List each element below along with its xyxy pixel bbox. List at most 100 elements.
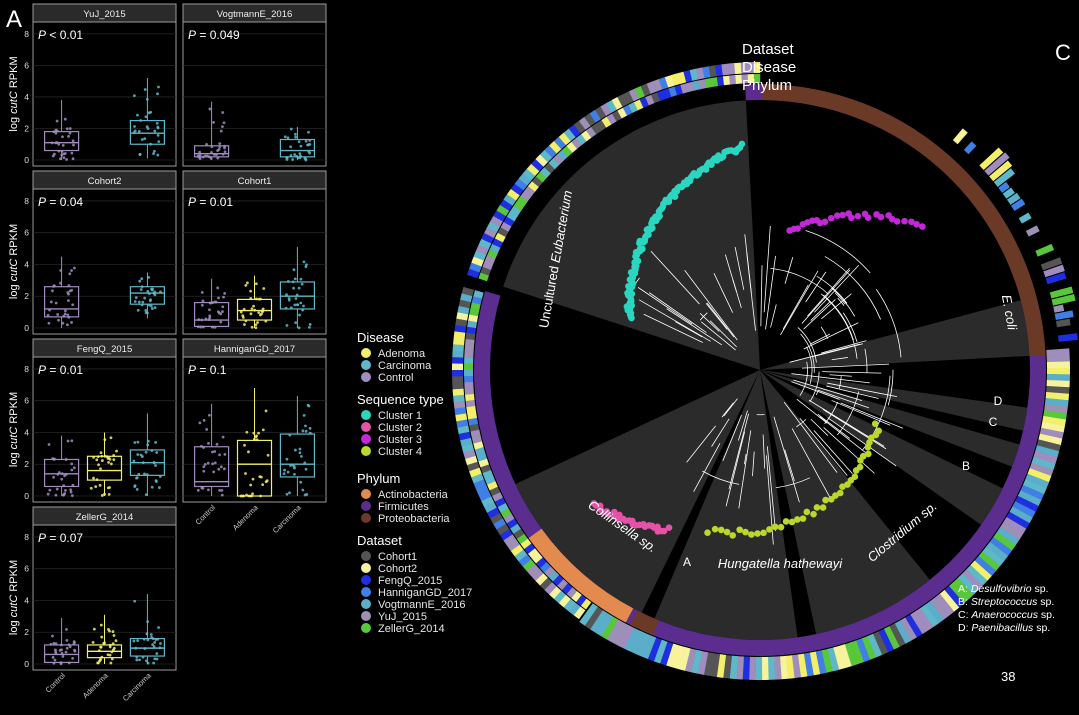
tip-dot — [901, 218, 908, 225]
data-point — [300, 455, 303, 458]
data-point — [221, 111, 224, 114]
data-point — [245, 431, 248, 434]
y-tick-label: 6 — [24, 396, 29, 406]
data-point — [305, 468, 308, 471]
tip-dot — [804, 509, 811, 516]
y-axis-label: log cutC RPKM — [8, 560, 20, 635]
data-point — [307, 131, 310, 134]
data-point — [150, 305, 153, 308]
tip-dot — [736, 526, 743, 533]
outer-bar — [1053, 305, 1064, 313]
tip-dot — [800, 515, 807, 522]
tip-dot — [712, 526, 719, 533]
data-point — [109, 654, 112, 657]
data-point — [155, 652, 158, 655]
data-point — [254, 323, 257, 326]
page-number: 38 — [1001, 669, 1015, 684]
data-point — [135, 296, 138, 299]
data-point — [93, 628, 96, 631]
data-point — [293, 467, 296, 470]
data-point — [299, 451, 302, 454]
data-point — [133, 125, 136, 128]
clade-label-hungatella: Hungatella hathewayi — [718, 556, 843, 571]
footnote: B: Streptococcus sp. — [958, 596, 1054, 608]
data-point — [65, 628, 68, 631]
panel-title: FengQ_2015 — [77, 344, 132, 355]
y-tick-label: 2 — [24, 291, 29, 301]
data-point — [55, 302, 58, 305]
branch — [814, 265, 858, 312]
data-point — [246, 282, 249, 285]
data-point — [108, 630, 111, 633]
data-point — [298, 314, 301, 317]
legend-label: Cohort2 — [378, 563, 417, 575]
data-point — [157, 140, 160, 143]
legend-swatch — [361, 348, 371, 358]
data-point — [308, 405, 311, 408]
ring-segment — [452, 370, 463, 377]
ring-segment — [729, 75, 736, 85]
data-point — [145, 311, 148, 314]
data-point — [66, 323, 69, 326]
data-point — [65, 639, 68, 642]
ring-segment — [453, 388, 464, 395]
data-point — [208, 414, 211, 417]
data-point — [137, 309, 140, 312]
data-point — [244, 472, 247, 475]
data-point — [73, 650, 76, 653]
data-point — [54, 659, 57, 662]
data-point — [204, 463, 207, 466]
data-point — [95, 458, 98, 461]
data-point — [52, 656, 55, 659]
data-point — [298, 326, 301, 329]
outer-bar — [1056, 319, 1071, 327]
data-point — [136, 639, 139, 642]
data-point — [70, 469, 73, 472]
data-point — [221, 125, 224, 128]
data-point — [140, 454, 143, 457]
tip-dot — [766, 526, 773, 533]
data-point — [151, 307, 154, 310]
tip-dot — [894, 218, 901, 225]
y-tick-label: 2 — [24, 123, 29, 133]
data-point — [52, 476, 55, 479]
legend-swatch — [361, 599, 371, 609]
data-point — [309, 427, 312, 430]
data-point — [144, 309, 147, 312]
data-point — [48, 489, 51, 492]
data-point — [266, 479, 269, 482]
y-tick-label: 0 — [24, 323, 29, 333]
data-point — [157, 626, 160, 629]
data-point — [158, 486, 161, 489]
branch-arc — [831, 288, 854, 317]
ring-segment — [1047, 361, 1070, 368]
ring-segment — [453, 395, 465, 403]
data-point — [115, 450, 118, 453]
data-point — [286, 493, 289, 496]
data-point — [211, 451, 214, 454]
legend-label: VogtmannE_2016 — [378, 599, 465, 611]
data-point — [54, 648, 57, 651]
ring-segment — [452, 382, 463, 389]
ring-segment — [465, 345, 474, 352]
data-point — [66, 314, 69, 317]
ring-segment — [452, 357, 463, 364]
data-point — [299, 302, 302, 305]
data-point — [255, 435, 258, 438]
data-point — [157, 86, 160, 89]
legend-title: Sequence type — [357, 392, 444, 407]
data-point — [100, 624, 103, 627]
ring-segment — [749, 657, 756, 680]
data-point — [56, 313, 59, 316]
branch — [771, 304, 777, 327]
legend-swatch — [361, 422, 371, 432]
data-point — [217, 468, 220, 471]
y-tick-label: 0 — [24, 491, 29, 501]
panel-title: HanniganGD_2017 — [214, 344, 295, 355]
data-point — [257, 311, 260, 314]
data-point — [53, 153, 56, 156]
data-point — [255, 326, 258, 329]
data-point — [301, 283, 304, 286]
